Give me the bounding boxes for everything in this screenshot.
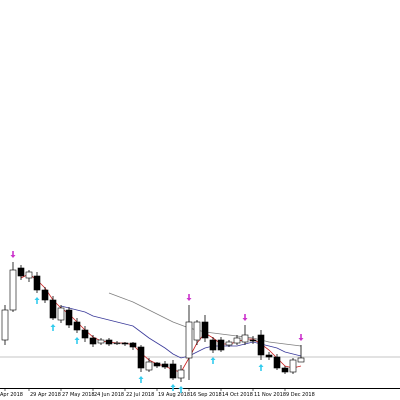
x-tick-label: 19 Aug 2018 — [158, 392, 190, 398]
candle-body — [241, 334, 249, 343]
candle-body — [49, 299, 57, 319]
candle-body — [25, 271, 33, 279]
candle-body — [81, 329, 89, 339]
fractal-up-arrow — [138, 376, 144, 383]
x-tick-label: 16 Sep 2018 — [190, 392, 222, 398]
x-tick-label: 24 Jun 2018 — [94, 392, 124, 398]
candle-body — [121, 342, 129, 345]
candle-body — [265, 354, 273, 358]
x-tick-label: 14 Oct 2018 — [222, 392, 253, 398]
candle-body — [17, 267, 25, 277]
fractal-up-arrow — [170, 384, 176, 391]
candle-body — [209, 339, 217, 351]
candle-body — [257, 334, 265, 356]
candle-body — [33, 275, 41, 291]
candle-body — [153, 362, 161, 367]
x-tick-label: 9 Dec 2018 — [286, 392, 315, 398]
candle-body — [273, 356, 281, 369]
candle-body — [97, 339, 105, 344]
candle-body — [297, 357, 305, 363]
x-tick-label: 29 Apr 2018 — [30, 392, 61, 398]
candle-body — [177, 369, 185, 379]
candle-body — [65, 309, 73, 326]
candle-body — [89, 337, 97, 345]
fractal-up-arrow — [178, 386, 184, 393]
x-tick-label: 22 Jul 2018 — [126, 392, 154, 398]
candle-body — [57, 307, 65, 321]
candle-body — [281, 367, 289, 373]
x-tick-label: 11 Nov 2018 — [254, 392, 286, 398]
candle-body — [41, 289, 49, 301]
candle-body — [145, 361, 153, 371]
x-tick-label: Apr 2018 — [0, 392, 23, 398]
fractal-down-arrow — [10, 251, 16, 258]
fractal-up-arrow — [258, 364, 264, 371]
fractal-up-arrow — [50, 324, 56, 331]
candle-body — [201, 321, 209, 339]
candle-body — [113, 342, 121, 345]
candle-body — [105, 339, 113, 345]
fractal-down-arrow — [242, 314, 248, 321]
fractal-down-arrow — [186, 294, 192, 301]
fractal-up-arrow — [74, 337, 80, 344]
candle-body — [1, 309, 9, 341]
x-tick-label: 27 May 2018 — [62, 392, 95, 398]
candle-body — [161, 363, 169, 368]
fractal-up-arrow — [210, 357, 216, 364]
candle-body — [129, 342, 137, 348]
candle-body — [217, 339, 225, 351]
candle-body — [9, 269, 17, 311]
candle-body — [137, 346, 145, 369]
candle-body — [169, 363, 177, 379]
fractal-down-arrow — [298, 334, 304, 341]
candle-body — [289, 359, 297, 373]
fractal-up-arrow — [34, 297, 40, 304]
candle-body — [193, 321, 201, 341]
candle-body — [233, 337, 241, 344]
candle-body — [249, 339, 257, 342]
candle-body — [73, 321, 81, 331]
candle-body — [225, 341, 233, 346]
candle-body — [185, 321, 193, 359]
